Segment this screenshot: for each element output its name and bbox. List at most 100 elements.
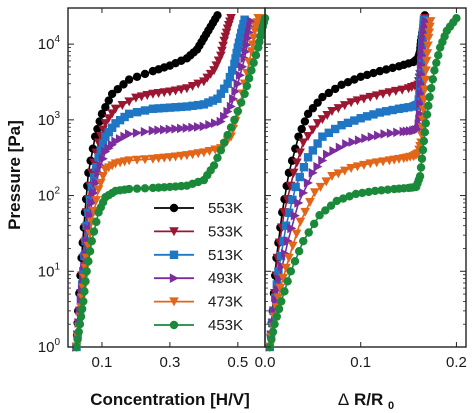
data-point <box>333 104 344 114</box>
data-point <box>346 98 356 108</box>
y-axis: 100 101 102 103 104 <box>38 34 466 356</box>
y-tick-label: 101 <box>38 261 61 280</box>
data-point <box>288 168 299 178</box>
data-point <box>425 22 435 32</box>
data-point <box>375 108 385 117</box>
data-point <box>424 28 435 38</box>
data-point <box>101 132 110 141</box>
data-point <box>140 184 150 193</box>
data-point <box>87 198 97 208</box>
data-point <box>308 146 318 155</box>
data-point <box>315 211 324 220</box>
data-point <box>227 66 237 75</box>
data-point <box>377 186 386 195</box>
data-point <box>421 66 431 76</box>
data-point <box>96 178 106 188</box>
data-point <box>140 69 150 79</box>
data-point <box>333 169 344 179</box>
data-point <box>210 118 220 128</box>
data-point <box>378 157 388 167</box>
data-point <box>246 47 257 57</box>
data-point <box>218 41 228 51</box>
data-point <box>290 210 300 221</box>
data-point <box>160 124 170 135</box>
data-point <box>84 257 93 266</box>
data-point <box>115 134 125 144</box>
data-point <box>132 184 142 193</box>
data-point <box>351 189 361 199</box>
data-point <box>223 130 232 140</box>
data-point <box>309 188 320 198</box>
data-point <box>303 109 313 119</box>
data-point <box>169 250 179 259</box>
data-point <box>169 320 179 330</box>
data-point <box>170 152 181 162</box>
data-point <box>79 297 88 306</box>
data-point <box>204 146 215 156</box>
data-point <box>362 112 372 121</box>
data-point <box>369 68 378 78</box>
data-point <box>342 139 352 149</box>
data-point <box>204 98 213 107</box>
data-point <box>364 187 373 197</box>
data-point <box>313 98 322 107</box>
data-point <box>220 84 229 93</box>
data-point <box>291 182 300 192</box>
data-point <box>148 89 158 99</box>
data-point <box>273 284 283 295</box>
data-point <box>238 61 248 72</box>
y-tick-label: 102 <box>38 186 61 205</box>
data-point <box>388 105 397 115</box>
data-point <box>194 122 204 132</box>
ratio-subscript: 0 <box>388 400 394 412</box>
data-point <box>416 163 426 172</box>
legend-item: 473K <box>154 294 243 311</box>
data-point <box>295 148 305 158</box>
data-point <box>420 75 431 85</box>
data-point <box>299 188 309 198</box>
data-point <box>324 128 334 138</box>
data-point <box>171 103 180 112</box>
y-tick-label: 103 <box>38 110 61 129</box>
data-point <box>107 89 117 99</box>
data-point <box>248 33 259 43</box>
data-point <box>312 119 323 129</box>
data-point <box>216 146 226 155</box>
data-point <box>313 139 322 148</box>
data-point <box>132 128 142 138</box>
x-tick-label: 0.0 <box>255 354 276 371</box>
data-point <box>452 13 461 23</box>
data-point <box>81 277 90 286</box>
data-point <box>77 304 87 314</box>
data-point <box>280 287 289 296</box>
data-point <box>419 136 429 146</box>
legend-label: 533K <box>208 223 243 240</box>
data-point <box>346 163 356 173</box>
data-point <box>213 94 222 103</box>
data-point <box>75 320 85 329</box>
data-point <box>415 172 425 181</box>
data-point <box>160 103 169 113</box>
data-point <box>93 185 104 195</box>
data-point <box>288 195 297 205</box>
data-point <box>404 103 413 112</box>
data-point <box>369 110 378 119</box>
data-point <box>354 135 364 146</box>
data-point <box>153 88 164 98</box>
data-point <box>382 107 391 116</box>
ratio-label: R/R <box>354 390 383 409</box>
data-point <box>92 178 102 188</box>
data-point <box>277 297 286 306</box>
x-tick-label: 0.5 <box>227 354 248 371</box>
data-point <box>383 185 393 194</box>
data-point <box>115 115 125 125</box>
data-point <box>271 295 281 305</box>
data-point <box>270 320 279 329</box>
data-point <box>356 114 365 123</box>
data-point <box>329 146 339 156</box>
data-point <box>416 88 426 99</box>
data-point <box>216 116 226 127</box>
data-point <box>421 119 430 128</box>
data-point <box>361 133 371 144</box>
data-point <box>136 92 147 102</box>
